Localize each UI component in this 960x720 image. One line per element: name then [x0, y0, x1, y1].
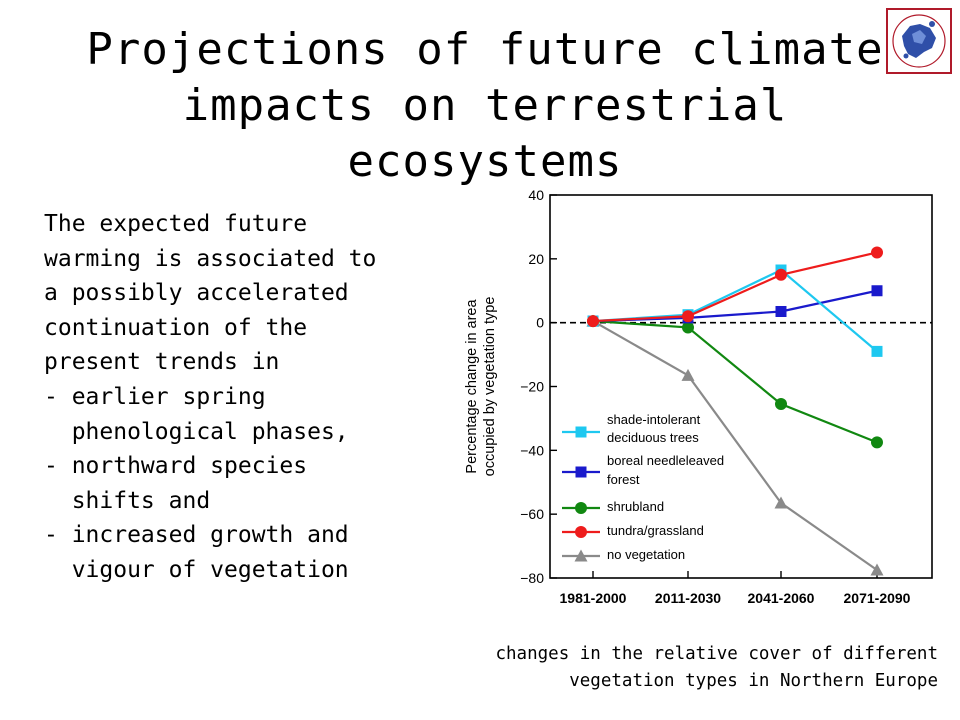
legend-label: no vegetation — [607, 547, 685, 562]
data-point — [870, 563, 884, 576]
data-point — [775, 398, 787, 411]
series-line — [592, 268, 878, 353]
x-tick-label: 2041-2060 — [748, 590, 815, 606]
data-point — [871, 285, 883, 297]
series-line — [592, 319, 878, 444]
y-tick-label: −20 — [520, 379, 544, 395]
series-line — [592, 251, 878, 323]
legend-marker — [575, 426, 587, 438]
series-tundra-grassland — [587, 246, 883, 328]
data-point — [774, 496, 788, 509]
y-axis-label-line: Percentage change in area — [464, 299, 480, 474]
legend-entry: boreal needleleaved forest — [562, 453, 724, 487]
body-line: warming is associated to — [44, 245, 377, 272]
y-tick-label: 0 — [536, 315, 544, 331]
data-point — [682, 321, 694, 334]
title-line-1: Projections of future climate — [86, 24, 884, 75]
chart-caption: changes in the relative cover of differe… — [458, 641, 938, 695]
title-line-2: impacts on terrestrial ecosystems — [182, 80, 788, 187]
chart-legend: shade-intolerant deciduous trees boreal ne… — [562, 412, 724, 562]
legend-marker — [575, 502, 587, 514]
body-text: The expected future warming is associate… — [44, 207, 424, 588]
chart-svg: 40 20 0 −20 −40 −60 −80 1981-2000 2011-2030 2041-… — [464, 187, 933, 606]
data-point — [775, 305, 787, 317]
y-tick-label: −60 — [520, 506, 544, 522]
data-point — [775, 268, 787, 281]
y-axis-label-line: occupied by vegetation type — [482, 297, 498, 477]
x-tick-label: 2071-2090 — [844, 590, 911, 606]
legend-entry: shrubland — [562, 499, 664, 514]
legend-label: boreal needleleaved — [607, 453, 724, 468]
body-line: - northward species — [44, 453, 308, 480]
legend-marker — [575, 526, 587, 538]
legend-entry: no vegetation — [562, 547, 685, 562]
legend-entry: shade-intolerant deciduous trees — [562, 412, 701, 445]
legend-marker — [575, 466, 587, 478]
y-tick-label: −80 — [520, 570, 544, 586]
data-point — [587, 315, 599, 328]
body-line: phenological phases, — [44, 418, 349, 445]
legend-label: deciduous trees — [607, 430, 699, 445]
series-shrubland — [587, 315, 883, 449]
caption-line-1: changes in the relative cover of differe… — [495, 644, 938, 664]
vegetation-change-chart: 40 20 0 −20 −40 −60 −80 1981-2000 2011-2030 2041-… — [450, 175, 950, 635]
data-point — [682, 310, 694, 323]
data-point — [871, 436, 883, 449]
body-line: vigour of vegetation — [44, 556, 349, 583]
y-axis-label: Percentage change in area occupied by veg… — [464, 297, 498, 477]
data-point — [681, 368, 695, 381]
slide-title: Projections of future climate impacts on… — [40, 22, 930, 190]
legend-label: tundra/grassland — [607, 523, 704, 538]
caption-line-2: vegetation types in Northern Europe — [569, 671, 938, 691]
x-tick-label: 2011-2030 — [655, 590, 721, 606]
body-line: a possibly accelerated — [44, 280, 349, 307]
body-line: The expected future — [44, 211, 308, 237]
legend-label: forest — [607, 472, 640, 487]
legend-marker — [574, 549, 588, 562]
x-tick-label: 1981-2000 — [560, 590, 627, 606]
body-line: continuation of the — [44, 314, 308, 341]
europe-map-logo-icon — [886, 8, 952, 74]
body-line: - earlier spring — [44, 383, 266, 410]
body-line: - increased growth and — [44, 522, 349, 549]
data-point — [871, 246, 883, 259]
body-line: present trends in — [44, 349, 280, 376]
y-tick-label: 20 — [528, 251, 544, 267]
series-line — [592, 320, 878, 571]
legend-label: shade-intolerant — [607, 412, 701, 427]
data-point — [871, 345, 883, 357]
y-tick-label: −40 — [520, 442, 544, 458]
legend-entry: tundra/grassland — [562, 523, 704, 538]
y-tick-label: 40 — [528, 187, 544, 203]
body-line: shifts and — [44, 487, 211, 514]
legend-label: shrubland — [607, 499, 664, 514]
